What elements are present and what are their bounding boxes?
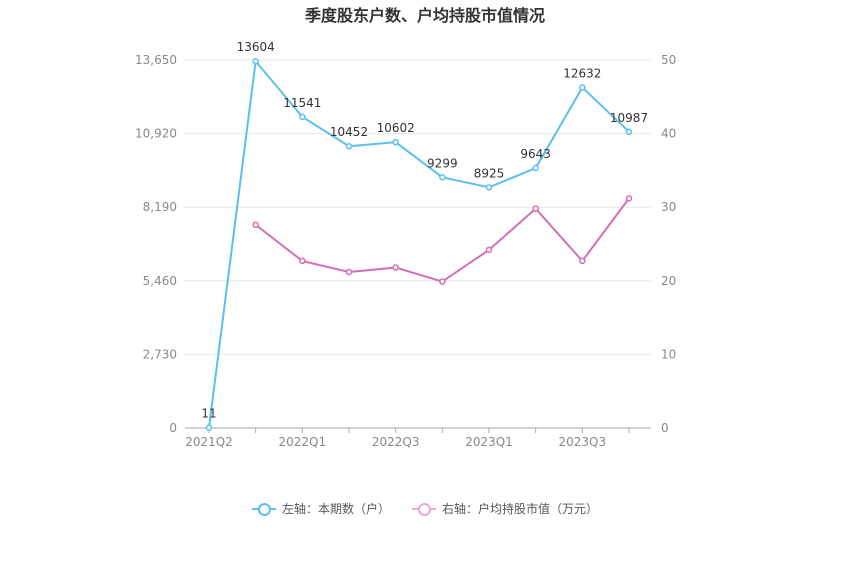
data-point bbox=[252, 221, 259, 229]
data-label: 10452 bbox=[330, 125, 368, 139]
right-axis-tick-label: 30 bbox=[661, 200, 676, 214]
right-axis-tick-label: 50 bbox=[661, 53, 676, 67]
left-axis-tick-label: 2,730 bbox=[143, 347, 177, 361]
data-label: 9299 bbox=[427, 156, 458, 170]
legend-marker-icon bbox=[412, 502, 436, 516]
data-point bbox=[625, 128, 633, 136]
data-point bbox=[532, 164, 539, 172]
label-layer: 11 13604 11541 10452 10602 9299 8925 9643 12632 1… bbox=[201, 40, 648, 420]
data-label: 10987 bbox=[610, 111, 648, 125]
legend-label: 右轴：户均持股市值（万元） bbox=[442, 502, 599, 516]
x-axis-tick-label: 2021Q2 bbox=[185, 435, 233, 449]
data-point bbox=[345, 142, 353, 150]
data-label: 9643 bbox=[520, 147, 551, 161]
x-axis-tick-label: 2022Q1 bbox=[279, 435, 327, 449]
x-axis-tick-label: 2023Q3 bbox=[559, 435, 607, 449]
data-label: 8925 bbox=[474, 166, 505, 180]
left-axis-tick-label: 13,650 bbox=[135, 53, 177, 67]
data-point bbox=[392, 138, 399, 146]
left-axis-tick-label: 0 bbox=[169, 421, 177, 435]
data-label: 10602 bbox=[377, 121, 415, 135]
grid-layer bbox=[185, 59, 651, 355]
data-label: 11541 bbox=[283, 96, 321, 110]
data-point bbox=[625, 195, 633, 202]
series-line-1 bbox=[255, 197, 630, 283]
data-point bbox=[299, 257, 306, 265]
series-line-0 bbox=[208, 58, 630, 428]
legend-marker-icon bbox=[251, 502, 276, 516]
right-axis-tick-label: 10 bbox=[661, 347, 676, 361]
axis-layer: 0 0 2,730 10 5,460 20 8,190 30 10,920 40 13,650 50 2… bbox=[135, 53, 676, 449]
data-point bbox=[532, 205, 539, 212]
data-point bbox=[485, 184, 493, 191]
data-point bbox=[579, 84, 586, 91]
data-point bbox=[205, 424, 213, 431]
data-point bbox=[579, 257, 586, 265]
data-point bbox=[299, 113, 306, 121]
legend-item-right-axis[interactable]: 右轴：户均持股市值（万元） bbox=[412, 500, 598, 517]
data-point bbox=[439, 278, 446, 285]
data-point bbox=[392, 264, 399, 271]
data-point bbox=[439, 174, 446, 181]
chart-title: 季度股东户数、户均持股市值情况 bbox=[304, 6, 545, 25]
data-point bbox=[252, 57, 259, 65]
data-point bbox=[345, 268, 353, 276]
data-point bbox=[485, 246, 493, 254]
right-axis-tick-label: 40 bbox=[661, 127, 676, 141]
left-axis-tick-label: 8,190 bbox=[143, 200, 177, 214]
right-axis-tick-label: 0 bbox=[661, 421, 669, 435]
data-label: 13604 bbox=[237, 40, 275, 54]
legend: 左轴：本期数（户） 右轴：户均持股市值（万元） bbox=[0, 500, 850, 517]
left-axis-tick-label: 5,460 bbox=[143, 274, 177, 288]
legend-label: 左轴：本期数（户） bbox=[281, 502, 390, 516]
data-label: 11 bbox=[201, 407, 216, 421]
x-axis-tick-label: 2023Q1 bbox=[465, 435, 513, 449]
left-axis-tick-label: 10,920 bbox=[135, 127, 177, 141]
x-axis-tick-label: 2022Q3 bbox=[372, 435, 420, 449]
series-layer bbox=[205, 57, 633, 431]
data-label: 12632 bbox=[563, 66, 601, 80]
right-axis-tick-label: 20 bbox=[661, 274, 676, 288]
legend-item-left-axis[interactable]: 左轴：本期数（户） bbox=[251, 500, 390, 517]
